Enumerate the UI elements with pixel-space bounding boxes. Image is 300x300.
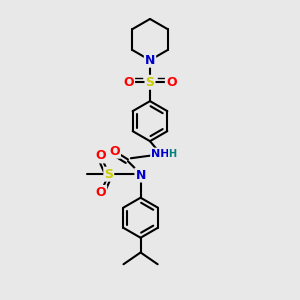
Text: O: O bbox=[95, 186, 106, 199]
Text: O: O bbox=[95, 149, 106, 162]
Text: N: N bbox=[145, 54, 155, 67]
Text: O: O bbox=[166, 76, 176, 89]
Text: S: S bbox=[104, 168, 113, 181]
Text: N: N bbox=[135, 169, 146, 182]
Text: NH: NH bbox=[151, 148, 169, 158]
Text: O: O bbox=[110, 145, 120, 158]
Text: H: H bbox=[169, 148, 177, 158]
Text: O: O bbox=[124, 76, 134, 89]
Text: S: S bbox=[146, 76, 154, 89]
